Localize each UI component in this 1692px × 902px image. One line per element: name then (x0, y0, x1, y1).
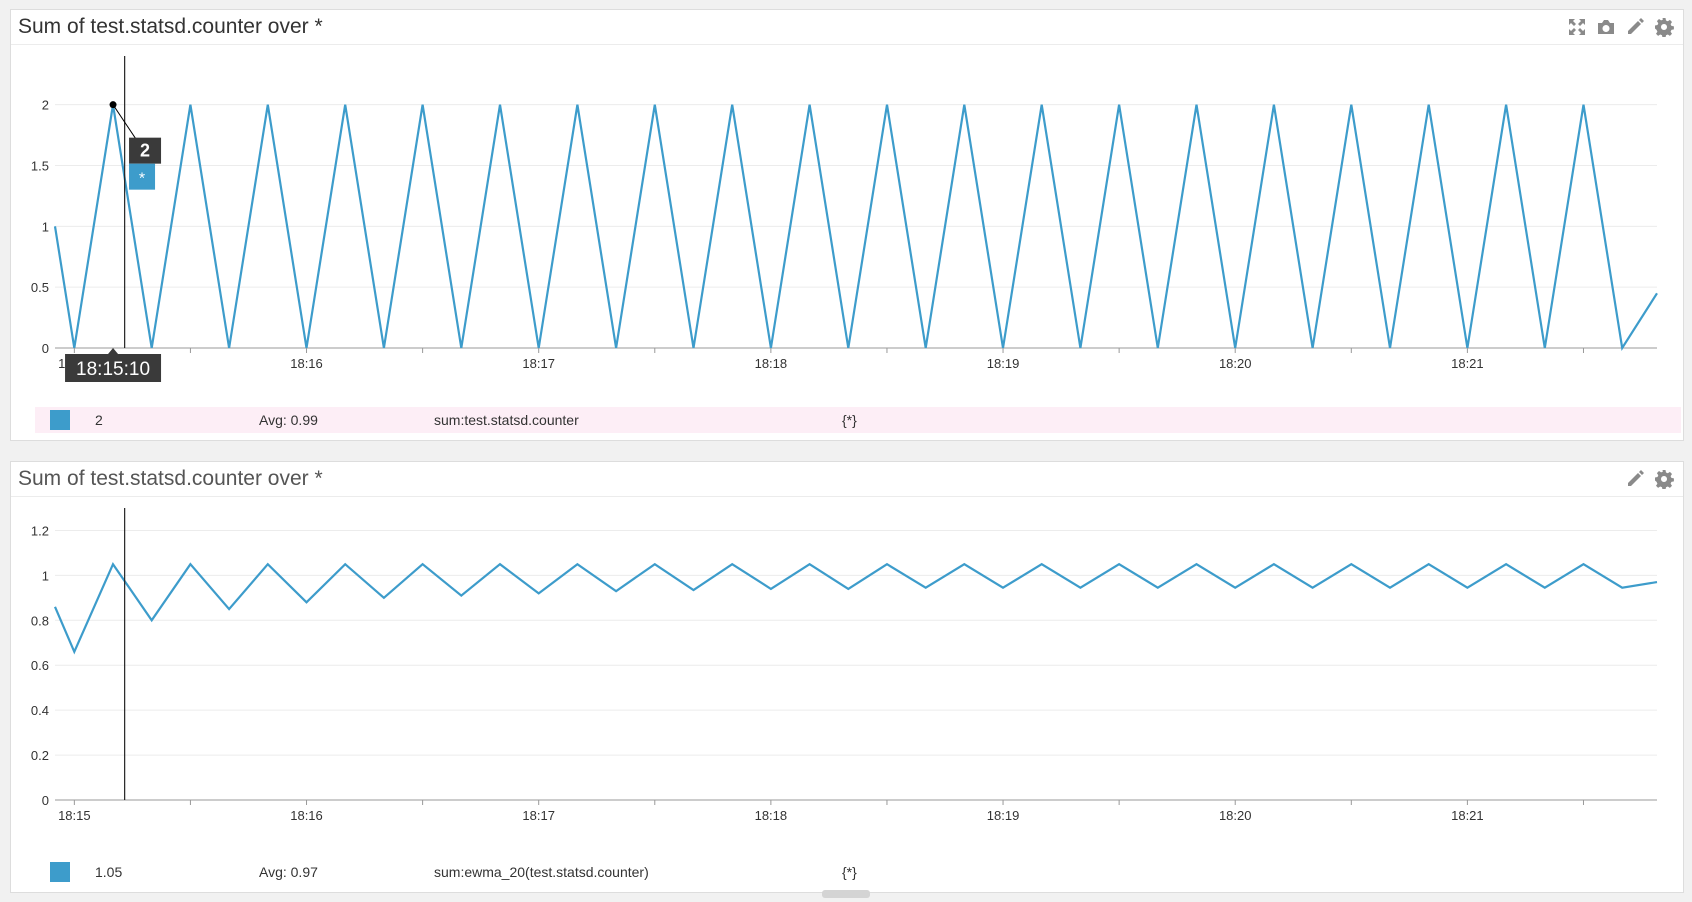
x-tick-label: 18:17 (522, 356, 555, 371)
x-tick-label: 18:19 (987, 808, 1020, 823)
x-tick-label: 18:21 (1451, 356, 1484, 371)
pencil-icon[interactable] (1624, 16, 1646, 38)
x-tick-label: 18:18 (755, 356, 788, 371)
panel-header: Sum of test.statsd.counter over * (11, 10, 1683, 45)
panel-title: Sum of test.statsd.counter over * (18, 15, 323, 38)
timeseries-panel-1: Sum of test.statsd.counter over * 0 0.5 1 1… (10, 9, 1684, 441)
panel-header: Sum of test.statsd.counter over * (11, 462, 1683, 497)
legend-metric: sum:ewma_20(test.statsd.counter) (434, 864, 649, 880)
legend-row[interactable]: 2 Avg: 0.99 sum:test.statsd.counter {*} (35, 407, 1681, 433)
panel-toolbar (1566, 16, 1675, 38)
resize-handle[interactable] (822, 890, 870, 898)
y-tick-label: 1.2 (31, 523, 49, 538)
gear-icon[interactable] (1653, 16, 1675, 38)
y-tick-label: 1.5 (31, 159, 49, 174)
x-tick-label: 18:16 (290, 356, 323, 371)
series-color-swatch (50, 410, 70, 430)
fullscreen-icon[interactable] (1566, 16, 1588, 38)
x-tick-label: 18:21 (1451, 808, 1484, 823)
x-tick-label: 18:15 (58, 808, 91, 823)
legend-scope: {*} (842, 412, 857, 428)
series-line[interactable] (53, 561, 1658, 655)
camera-icon[interactable] (1595, 16, 1617, 38)
line-chart[interactable]: 00.511.52 18:1518:1618:1718:1818:1918:20… (11, 46, 1683, 406)
y-tick-label: 0.2 (31, 748, 49, 763)
legend-avg: Avg: 0.99 (259, 412, 318, 428)
y-tick-label: 0.8 (31, 613, 49, 628)
pencil-icon[interactable] (1624, 468, 1646, 490)
tooltip-value: 2 (140, 141, 150, 161)
y-tick-label: 2 (42, 98, 49, 113)
time-tooltip-label: 18:15:10 (76, 359, 150, 380)
legend-value: 2 (95, 412, 103, 428)
legend-scope: {*} (842, 864, 857, 880)
line-chart[interactable]: 0 0.2 0.4 0.6 0.8 1 1.2 18:15 18:16 18:17 18:18 18… (11, 498, 1683, 858)
time-tooltip-box (65, 354, 162, 382)
y-tick-label: 1 (42, 568, 49, 583)
panel-title: Sum of test.statsd.counter over * (18, 467, 323, 490)
y-tick-label: 0.6 (31, 658, 49, 673)
x-tick-label: 18:20 (1219, 356, 1252, 371)
x-tick-label: 18:18 (755, 808, 788, 823)
tooltip-series-box (129, 163, 156, 190)
y-tick-label: 1 (42, 219, 49, 234)
y-tick-label: 0.5 (31, 280, 49, 295)
legend-row[interactable]: 1.05 Avg: 0.97 sum:ewma_20(test.statsd.c… (35, 859, 1681, 885)
x-tick-label: 18:16 (290, 808, 323, 823)
timeseries-panel-2: Sum of test.statsd.counter over * 0 0.2 0.… (10, 461, 1684, 893)
tooltip-series-label: * (139, 171, 145, 188)
x-tick-label: 18:19 (987, 356, 1020, 371)
series-color-swatch (50, 862, 70, 882)
y-tick-label: 0.4 (31, 703, 49, 718)
time-tooltip-arrow (108, 348, 119, 354)
legend-value: 1.05 (95, 864, 123, 880)
x-tick-label: 18:20 (1219, 808, 1252, 823)
panel-toolbar (1624, 468, 1675, 490)
series-line[interactable] (53, 104, 1658, 352)
gear-icon[interactable] (1653, 468, 1675, 490)
y-tick-label: 0 (42, 793, 49, 808)
tooltip-value-box (129, 137, 162, 164)
tooltip-leader (112, 104, 138, 141)
x-tick-label: 18:17 (522, 808, 555, 823)
legend-metric: sum:test.statsd.counter (434, 412, 579, 428)
y-tick-label: 0 (42, 341, 49, 356)
legend-avg: Avg: 0.97 (259, 864, 318, 880)
